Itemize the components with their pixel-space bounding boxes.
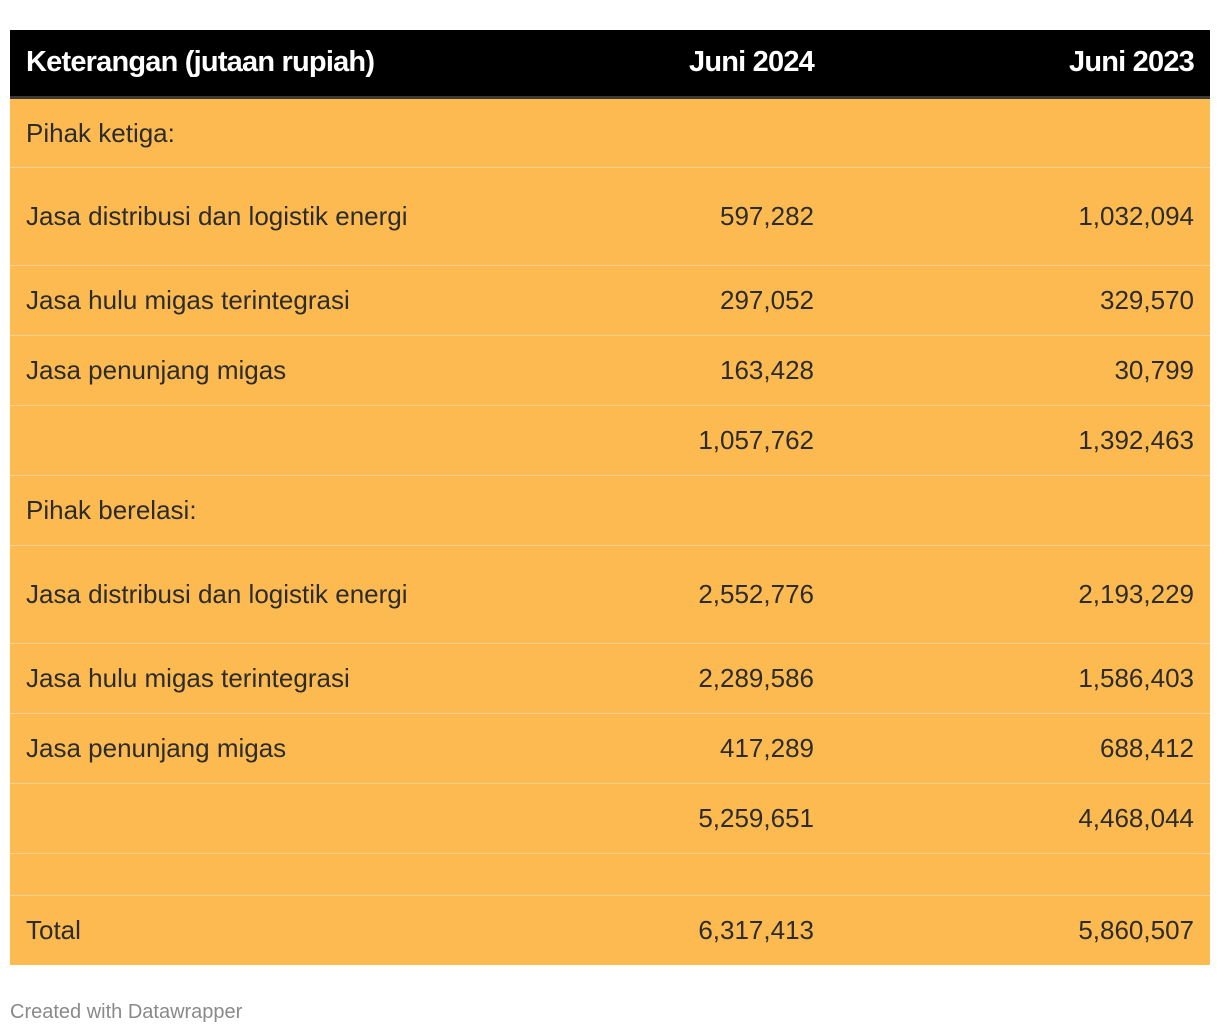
row-label: Jasa penunjang migas bbox=[10, 713, 430, 784]
value-juni-2024: 297,052 bbox=[430, 265, 830, 336]
column-header-juni-2024: Juni 2024 bbox=[430, 30, 830, 99]
value-juni-2024: 597,282 bbox=[430, 167, 830, 266]
row-label: Pihak ketiga: bbox=[10, 97, 430, 168]
table-row: Jasa distribusi dan logistik energi 597,… bbox=[10, 167, 1210, 266]
value-juni-2023: 2,193,229 bbox=[830, 545, 1210, 644]
value-juni-2023: 5,860,507 bbox=[1078, 915, 1194, 946]
row-label: Jasa penunjang migas bbox=[10, 335, 430, 406]
spacer-row bbox=[10, 853, 1210, 896]
table-row: Jasa hulu migas terintegrasi 2,289,586 1… bbox=[10, 643, 1210, 714]
table-row: Jasa hulu migas terintegrasi 297,052 329… bbox=[10, 265, 1210, 336]
total-row: Total 6,317,413 5,860,507 bbox=[10, 895, 1210, 965]
data-table: Keterangan (jutaan rupiah) Juni 2024 Jun… bbox=[10, 30, 1210, 965]
row-label: Jasa distribusi dan logistik energi bbox=[10, 167, 430, 266]
table-row: Pihak berelasi: bbox=[10, 475, 1210, 546]
row-label: Jasa hulu migas terintegrasi bbox=[10, 643, 430, 714]
value-juni-2023 bbox=[830, 97, 1210, 168]
value-juni-2024: 417,289 bbox=[430, 713, 830, 784]
datawrapper-credit: Created with Datawrapper bbox=[10, 1001, 243, 1023]
value-juni-2024: 2,289,586 bbox=[430, 643, 830, 714]
table-header: Keterangan (jutaan rupiah) Juni 2024 Jun… bbox=[10, 30, 1210, 99]
subtotal-row: 5,259,651 4,468,044 bbox=[10, 783, 1210, 854]
value-juni-2023: 30,799 bbox=[830, 335, 1210, 406]
table-row: Pihak ketiga: bbox=[10, 97, 1210, 168]
value-juni-2024: 6,317,413 bbox=[698, 915, 814, 946]
data-table-container: Keterangan (jutaan rupiah) Juni 2024 Jun… bbox=[10, 30, 1210, 965]
value-juni-2023 bbox=[830, 853, 1210, 896]
row-label: Jasa distribusi dan logistik energi bbox=[10, 545, 430, 644]
value-juni-2023: 329,570 bbox=[830, 265, 1210, 336]
row-label: Total bbox=[26, 915, 81, 946]
value-juni-2023: 688,412 bbox=[830, 713, 1210, 784]
table-row: Jasa penunjang migas 163,428 30,799 bbox=[10, 335, 1210, 406]
column-header-keterangan: Keterangan (jutaan rupiah) bbox=[10, 30, 430, 99]
table-row: Jasa penunjang migas 417,289 688,412 bbox=[10, 713, 1210, 784]
value-juni-2024 bbox=[430, 853, 830, 896]
value-juni-2024: 1,057,762 bbox=[430, 405, 830, 476]
subtotal-row: 1,057,762 1,392,463 bbox=[10, 405, 1210, 476]
header-row: Keterangan (jutaan rupiah) Juni 2024 Jun… bbox=[10, 30, 1210, 99]
value-juni-2024 bbox=[430, 475, 830, 546]
row-label: Pihak berelasi: bbox=[10, 475, 430, 546]
value-juni-2023: 1,032,094 bbox=[830, 167, 1210, 266]
row-label bbox=[10, 405, 430, 476]
row-label: Jasa hulu migas terintegrasi bbox=[10, 265, 430, 336]
value-juni-2024 bbox=[430, 97, 830, 168]
table-row: Jasa distribusi dan logistik energi 2,55… bbox=[10, 545, 1210, 644]
value-juni-2024: 2,552,776 bbox=[430, 545, 830, 644]
value-juni-2023: 4,468,044 bbox=[830, 783, 1210, 854]
value-juni-2024: 5,259,651 bbox=[430, 783, 830, 854]
value-juni-2023: 1,392,463 bbox=[830, 405, 1210, 476]
table-body: Pihak ketiga: Jasa distribusi dan logist… bbox=[10, 97, 1210, 965]
column-header-juni-2023: Juni 2023 bbox=[830, 30, 1210, 99]
value-juni-2023: 1,586,403 bbox=[830, 643, 1210, 714]
value-juni-2023 bbox=[830, 475, 1210, 546]
row-label bbox=[10, 783, 430, 854]
value-juni-2024: 163,428 bbox=[430, 335, 830, 406]
row-label bbox=[10, 853, 430, 896]
